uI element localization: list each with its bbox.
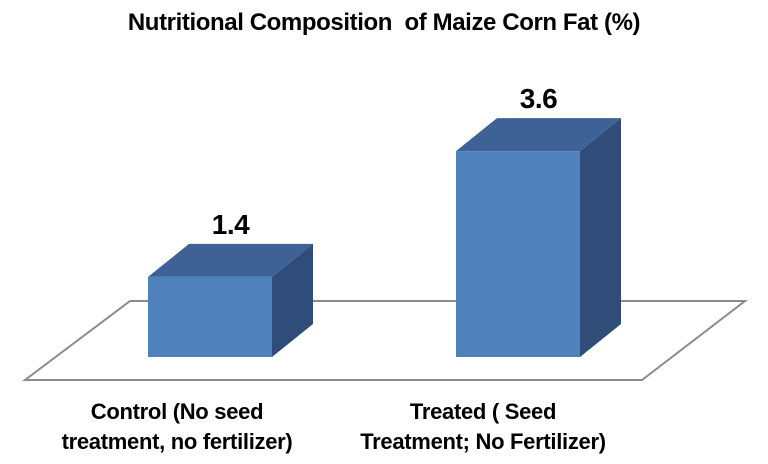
bar-treated-data-label: 3.6: [520, 83, 557, 114]
bar-control-side-face: [272, 243, 313, 357]
bar-treated-top-face: [456, 118, 621, 152]
bars-group: 1.4 3.6: [148, 83, 621, 357]
bar-treated-side-face: [580, 118, 621, 357]
chart-title: Nutritional Composition of Maize Corn Fa…: [127, 9, 641, 36]
category-label-control: Control (No seed treatment, no fertilize…: [61, 399, 293, 454]
bar-control-data-label: 1.4: [212, 209, 250, 240]
bar-control-front-face: [148, 276, 272, 357]
bar-control-top-face: [148, 243, 313, 277]
bar-treated-front-face: [456, 151, 580, 357]
floor-plane: [22, 300, 748, 381]
category-label-treated: Treated ( Seed Treatment; No Fertilizer): [360, 399, 606, 454]
